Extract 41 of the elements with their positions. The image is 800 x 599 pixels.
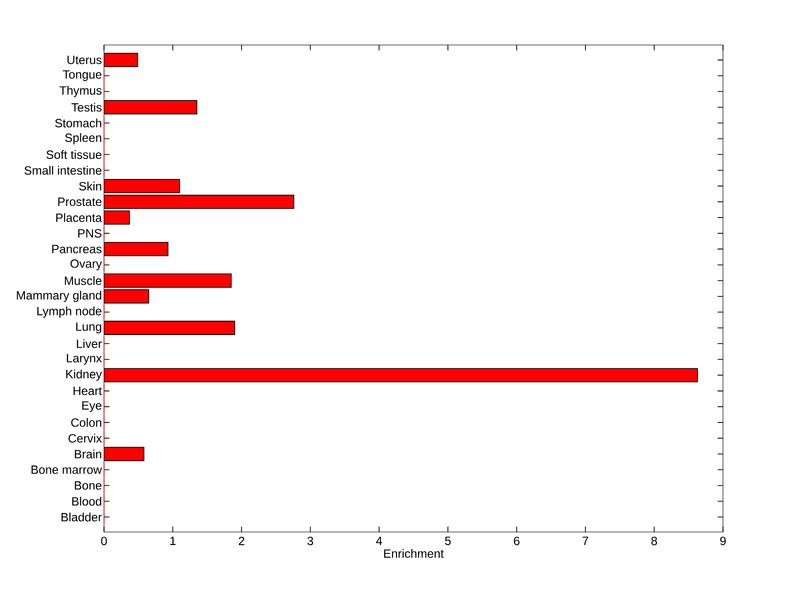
y-tick-label: Eye — [82, 401, 102, 412]
y-tick-label: Placenta — [56, 213, 102, 222]
x-tick-label: 9 — [720, 536, 726, 546]
y-tick-label: PNS — [78, 229, 102, 238]
y-tick-label: Skin — [79, 182, 102, 190]
y-tick-label: Blood — [72, 496, 102, 506]
y-tick-label: Cervix — [68, 434, 102, 443]
y-tick-label: Lymph node — [37, 306, 102, 318]
y-tick-label: Uterus — [68, 56, 102, 64]
x-tick-label: 5 — [445, 536, 451, 546]
x-tick-label: 0 — [101, 536, 107, 546]
y-tick-label: Brain — [74, 450, 102, 458]
y-tick-label: Bone marrow — [32, 466, 102, 474]
y-tick-label: Tongue — [62, 70, 102, 82]
y-tick-label: Prostate — [58, 198, 102, 206]
y-tick-label: Soft tissue — [46, 150, 102, 159]
x-tick-label: 1 — [170, 536, 176, 545]
y-tick-label: Liver — [76, 339, 102, 348]
x-tick-label: 8 — [651, 536, 658, 546]
x-tick-label: 2 — [238, 536, 244, 546]
y-tick-label: Larynx — [66, 354, 102, 365]
y-tick-label: Stomach — [55, 118, 102, 128]
y-tick-label: Heart — [74, 386, 102, 396]
y-tick-label: Testis — [72, 102, 102, 112]
y-tick-label: Colon — [71, 418, 102, 427]
x-tick-label: 3 — [307, 536, 314, 546]
y-tick-label: Kidney — [66, 370, 102, 381]
y-tick-label: Lung — [76, 322, 102, 334]
y-tick-label: Bone — [74, 481, 102, 490]
y-tick-label: Spleen — [65, 133, 102, 144]
y-tick-label: Thymus — [60, 86, 102, 98]
y-tick-label: Mammary gland — [16, 290, 102, 302]
x-tick-label: 6 — [514, 536, 520, 546]
y-tick-label: Pancreas — [52, 244, 102, 254]
x-tick-label: 4 — [376, 536, 382, 545]
x-axis-title: Enrichment — [384, 549, 444, 558]
y-tick-label: Bladder — [62, 512, 102, 522]
y-tick-label: Muscle — [64, 276, 102, 286]
y-tick-label: Small intestine — [24, 166, 102, 175]
x-tick-label: 7 — [582, 536, 588, 545]
y-tick-label: Ovary — [70, 259, 102, 270]
